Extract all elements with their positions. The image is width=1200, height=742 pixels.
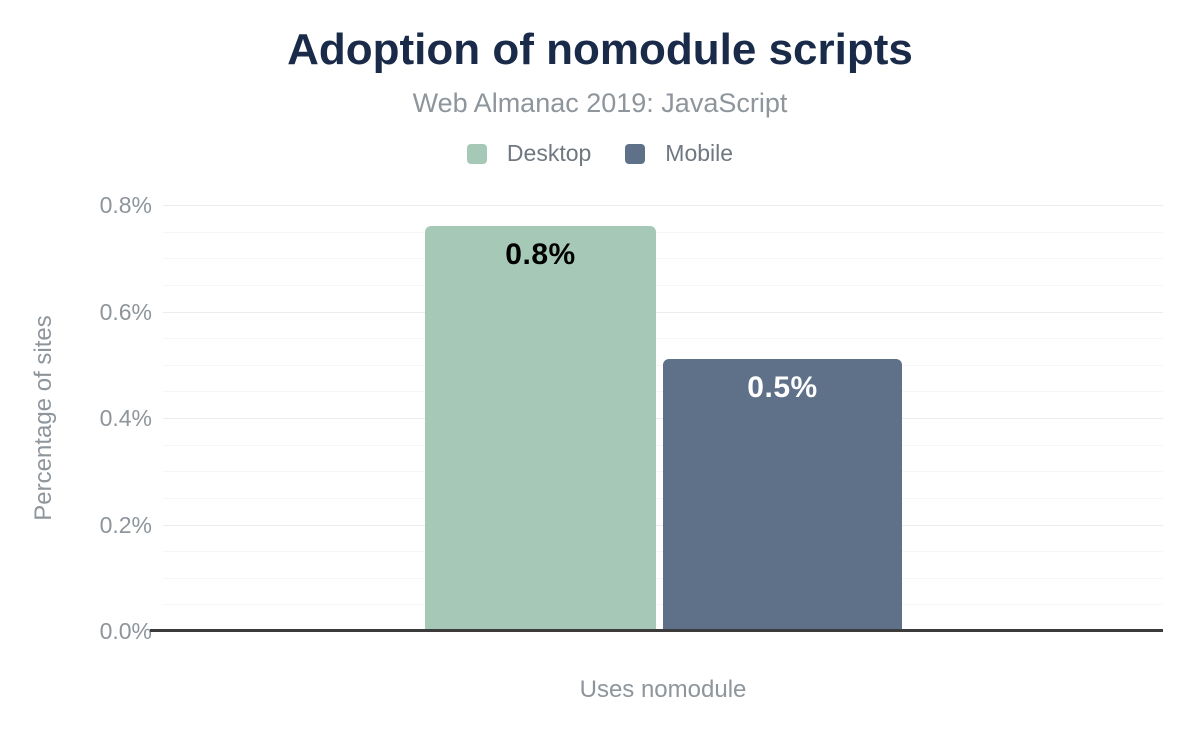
major-gridline xyxy=(163,205,1163,206)
legend-item-mobile: Mobile xyxy=(625,140,733,167)
major-gridline xyxy=(163,311,1163,313)
minor-gridline xyxy=(163,338,1163,340)
minor-gridline xyxy=(163,258,1163,260)
chart-title: Adoption of nomodule scripts xyxy=(287,25,913,74)
legend-label-mobile: Mobile xyxy=(665,140,734,166)
plot-area: 0.8% 0.5% xyxy=(163,205,1163,631)
minor-gridline xyxy=(163,231,1163,233)
bar-label-desktop: 0.8% xyxy=(505,238,576,271)
bar-label-mobile: 0.5% xyxy=(747,371,818,404)
x-axis-line xyxy=(150,629,1163,632)
legend-swatch-desktop-icon xyxy=(466,143,487,164)
y-tick-label: 0.6% xyxy=(99,298,152,325)
y-axis-tick-labels: 0.0% 0.2% 0.4% 0.6% 0.8% xyxy=(0,192,152,644)
minor-gridline xyxy=(163,284,1163,286)
y-tick-label: 0.0% xyxy=(99,618,152,644)
bar-mobile: 0.5% xyxy=(663,359,902,631)
legend-swatch-mobile-icon xyxy=(625,143,646,164)
y-tick-label: 0.2% xyxy=(99,511,152,538)
chart-subtitle: Web Almanac 2019: JavaScript xyxy=(412,88,788,118)
y-tick-label: 0.4% xyxy=(99,405,152,431)
x-axis-category-label: Uses nomodule xyxy=(579,676,747,703)
bar-desktop: 0.8% xyxy=(425,226,656,631)
legend-item-desktop: Desktop xyxy=(466,140,592,167)
legend-label-desktop: Desktop xyxy=(506,140,592,166)
y-tick-label: 0.8% xyxy=(99,192,152,218)
chart-legend: Desktop Mobile xyxy=(0,140,1200,167)
